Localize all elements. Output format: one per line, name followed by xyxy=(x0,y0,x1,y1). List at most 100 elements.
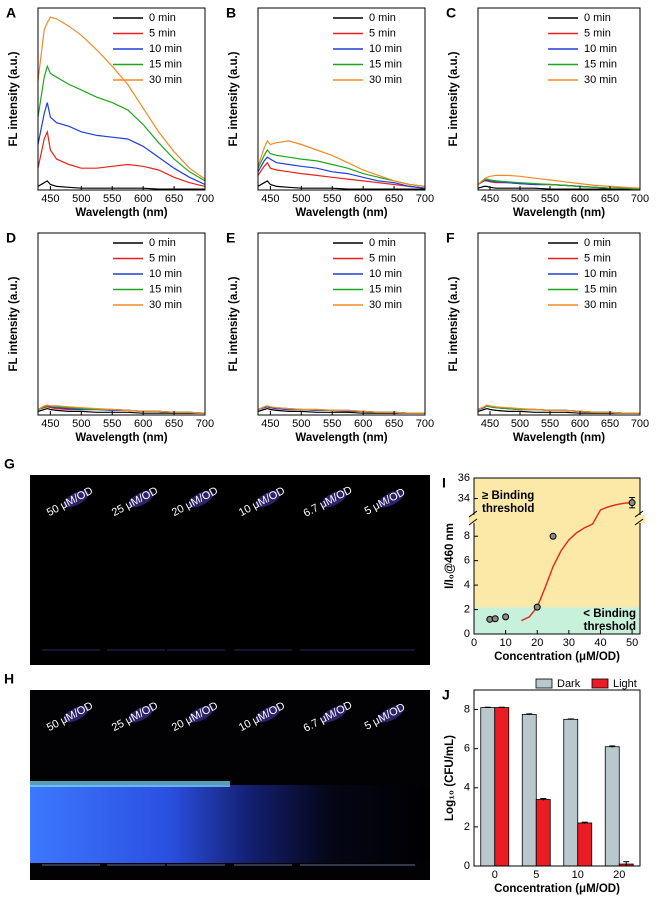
bar xyxy=(494,707,510,867)
panel-label: D xyxy=(6,230,16,246)
x-tick-label: 0 xyxy=(492,869,498,881)
x-tick-label: 650 xyxy=(385,193,403,205)
series-line xyxy=(37,180,205,190)
legend-label: 5 min xyxy=(369,252,396,264)
plot-frame xyxy=(37,7,206,191)
x-axis-label: Wavelength (nm) xyxy=(295,207,387,219)
y-tick-label: 6 xyxy=(464,555,470,567)
annotation: < Binding xyxy=(583,608,636,620)
legend-label: 5 min xyxy=(369,27,396,39)
x-axis-label: Wavelength (nm) xyxy=(295,432,387,444)
plot-frame xyxy=(37,232,206,416)
panel-label: G xyxy=(4,456,15,472)
series-line xyxy=(477,404,640,414)
y-tick-label: 0 xyxy=(464,628,470,640)
series-line xyxy=(37,404,206,414)
x-tick-label: 500 xyxy=(511,193,529,205)
legend-label: 0 min xyxy=(149,12,176,24)
legend-label: 10 min xyxy=(369,43,402,55)
plot-frame xyxy=(477,7,641,191)
x-tick-label: 0 xyxy=(471,637,477,649)
x-tick-label: 10 xyxy=(572,869,584,881)
x-axis-label: Wavelength (nm) xyxy=(75,432,167,444)
x-tick-label: 500 xyxy=(511,418,529,430)
x-tick-label: 550 xyxy=(541,193,559,205)
panel-label: A xyxy=(6,5,16,21)
legend-label: 0 min xyxy=(369,237,396,249)
series-line xyxy=(37,64,206,182)
x-tick-label: 600 xyxy=(571,418,589,430)
legend-label: 5 min xyxy=(584,252,611,264)
panel-label: C xyxy=(446,5,456,21)
legend-swatch xyxy=(535,678,553,689)
legend-label: 30 min xyxy=(584,299,617,311)
x-axis-label: Wavelength (nm) xyxy=(513,207,605,219)
point xyxy=(502,613,510,621)
panel-label: E xyxy=(226,230,235,246)
series-line xyxy=(37,129,206,187)
x-tick-label: 5 xyxy=(533,869,539,881)
y-axis-label: Log₁₀ (CFU/mL) xyxy=(444,735,456,821)
bar xyxy=(480,707,496,867)
panel-label: J xyxy=(442,687,450,703)
panel-label: I xyxy=(442,475,446,491)
vial-glow xyxy=(128,490,154,508)
point xyxy=(491,615,499,623)
legend-label: 10 min xyxy=(584,43,617,55)
panel-label: H xyxy=(4,671,14,687)
x-tick-label: 700 xyxy=(631,418,649,430)
fit-line xyxy=(521,502,633,622)
bar xyxy=(604,746,620,867)
legend-label: Dark xyxy=(557,678,581,690)
y-axis-label: FL intensity (a.u.) xyxy=(228,276,240,371)
x-tick-label: 700 xyxy=(416,418,434,430)
y-axis-label: FL intensity (a.u.) xyxy=(228,51,240,146)
y-tick-label: 2 xyxy=(464,821,470,833)
y-axis-label: FL intensity (a.u.) xyxy=(448,276,460,371)
vial-glow xyxy=(63,490,89,508)
point xyxy=(533,603,541,611)
x-tick-label: 650 xyxy=(165,418,183,430)
liquid xyxy=(30,785,430,863)
legend-label: 15 min xyxy=(584,283,617,295)
point xyxy=(628,499,636,507)
legend-label: 0 min xyxy=(369,12,396,24)
x-tick-label: 600 xyxy=(354,418,372,430)
region-above xyxy=(474,478,640,608)
legend-label: 30 min xyxy=(369,74,402,86)
plot-frame xyxy=(257,7,426,191)
legend-label: 5 min xyxy=(584,27,611,39)
legend-label: 10 min xyxy=(369,268,402,280)
x-tick-label: 700 xyxy=(196,193,214,205)
x-tick-label: 650 xyxy=(385,418,403,430)
series-line xyxy=(257,180,425,190)
legend-label: 0 min xyxy=(584,237,611,249)
x-tick-label: 550 xyxy=(103,193,121,205)
panel-label: B xyxy=(226,5,236,21)
region-below xyxy=(474,607,640,634)
photo-g xyxy=(30,475,430,665)
legend-label: 30 min xyxy=(149,74,182,86)
vial-glow xyxy=(321,705,347,723)
series-line xyxy=(37,407,205,414)
series-line xyxy=(477,178,641,190)
legend-label: 15 min xyxy=(149,58,182,70)
x-tick-label: 650 xyxy=(601,193,619,205)
x-axis-label: Wavelength (nm) xyxy=(75,207,167,219)
annotation: ≥ Binding xyxy=(482,490,534,502)
legend-label: 10 min xyxy=(149,43,182,55)
x-tick-label: 500 xyxy=(72,193,90,205)
legend-label: Light xyxy=(613,678,637,690)
y-tick-label: 8 xyxy=(464,530,470,542)
x-tick-label: 600 xyxy=(134,418,152,430)
y-axis-label: FL intensity (a.u.) xyxy=(8,276,20,371)
legend-label: 30 min xyxy=(584,74,617,86)
vial-glow xyxy=(378,705,404,723)
legend-label: 5 min xyxy=(149,252,176,264)
x-tick-label: 450 xyxy=(481,418,499,430)
x-tick-label: 700 xyxy=(416,193,434,205)
series-line xyxy=(257,407,425,414)
series-line xyxy=(257,405,425,414)
legend-label: 15 min xyxy=(369,283,402,295)
x-tick-label: 550 xyxy=(323,418,341,430)
